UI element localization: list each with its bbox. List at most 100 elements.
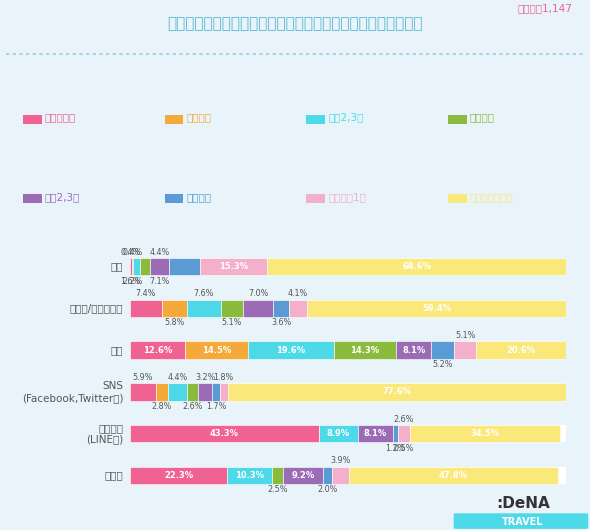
FancyBboxPatch shape (448, 195, 467, 203)
Bar (130, 383, 156, 401)
Text: 2.5%: 2.5% (267, 485, 288, 494)
Text: 0.4%: 0.4% (122, 248, 143, 257)
Text: 9.2%: 9.2% (291, 471, 314, 480)
Text: 2.6%: 2.6% (182, 402, 203, 411)
Text: 電話: 電話 (111, 345, 123, 355)
Bar (130, 341, 185, 359)
Bar (393, 425, 398, 443)
Text: 数か月に1回: 数か月に1回 (328, 192, 366, 202)
Text: 0.4%: 0.4% (120, 248, 141, 257)
Bar (130, 299, 162, 317)
Text: 手紙: 手紙 (111, 262, 123, 271)
FancyBboxPatch shape (165, 195, 183, 203)
Text: 2.2%: 2.2% (122, 277, 143, 286)
Text: 5.9%: 5.9% (132, 373, 153, 382)
Bar (273, 299, 289, 317)
Text: 14.3%: 14.3% (350, 346, 379, 355)
Bar (130, 258, 132, 276)
FancyBboxPatch shape (306, 195, 325, 203)
FancyBboxPatch shape (165, 115, 183, 123)
Bar (212, 383, 219, 401)
Text: 2.8%: 2.8% (152, 402, 172, 411)
Bar (169, 258, 200, 276)
Bar (133, 258, 140, 276)
Bar (188, 299, 221, 317)
Bar (198, 383, 212, 401)
Bar (307, 299, 566, 317)
Bar (130, 341, 566, 359)
Text: 4.4%: 4.4% (167, 373, 188, 382)
Text: 1.6%: 1.6% (120, 277, 141, 286)
Text: 2.6%: 2.6% (394, 414, 414, 423)
Text: 毎日複数回: 毎日複数回 (45, 113, 76, 122)
Text: 7.4%: 7.4% (136, 289, 156, 298)
Text: :DeNA: :DeNA (496, 496, 550, 511)
Text: TRAVEL: TRAVEL (502, 517, 543, 527)
Text: テレビ/ビデオ電話: テレビ/ビデオ電話 (70, 303, 123, 313)
Text: 8.1%: 8.1% (364, 429, 387, 438)
Text: 5.2%: 5.2% (432, 360, 453, 369)
Text: どれくらいの頻度でコミュニケーションを取っていましたか？: どれくらいの頻度でコミュニケーションを取っていましたか？ (167, 16, 423, 31)
Bar (219, 383, 228, 401)
Bar (168, 383, 187, 401)
Bar (185, 341, 248, 359)
FancyBboxPatch shape (23, 115, 42, 123)
Text: 7.1%: 7.1% (149, 277, 170, 286)
Text: SNS
(Facebook,Twitter等): SNS (Facebook,Twitter等) (22, 381, 123, 403)
Bar (130, 258, 566, 276)
Text: 43.3%: 43.3% (210, 429, 239, 438)
Text: 週に１回: 週に１回 (470, 113, 495, 122)
Bar (228, 383, 566, 401)
Text: 15.3%: 15.3% (219, 262, 248, 271)
Text: 4.4%: 4.4% (149, 248, 169, 257)
Bar (187, 383, 198, 401)
Text: 5.1%: 5.1% (455, 331, 476, 340)
Bar (272, 466, 283, 484)
Bar (289, 299, 307, 317)
Bar (398, 425, 409, 443)
Text: 月に１回: 月に１回 (186, 192, 212, 202)
Text: 回答数＝1,147: 回答数＝1,147 (517, 3, 572, 13)
Bar (358, 425, 393, 443)
Text: 3.6%: 3.6% (271, 319, 291, 328)
FancyBboxPatch shape (448, 115, 467, 123)
Text: 月に2,3回: 月に2,3回 (45, 192, 80, 202)
Bar (267, 258, 566, 276)
Bar (140, 258, 150, 276)
Bar (396, 341, 431, 359)
Bar (227, 466, 272, 484)
Text: ほとんどしない: ほとんどしない (470, 192, 513, 202)
Text: 3.9%: 3.9% (330, 456, 350, 465)
Text: 19.6%: 19.6% (276, 346, 306, 355)
Text: 3.2%: 3.2% (195, 373, 215, 382)
Bar (150, 258, 169, 276)
Text: 68.6%: 68.6% (402, 262, 431, 271)
Text: 1.7%: 1.7% (206, 402, 226, 411)
Text: 5.1%: 5.1% (222, 319, 242, 328)
Bar (132, 258, 133, 276)
Text: 7.0%: 7.0% (248, 289, 268, 298)
Text: 2.0%: 2.0% (317, 485, 337, 494)
Text: 22.3%: 22.3% (164, 471, 193, 480)
Text: 0.5%: 0.5% (394, 444, 414, 453)
Bar (477, 341, 566, 359)
Bar (319, 425, 358, 443)
Bar (162, 299, 188, 317)
Text: 14.5%: 14.5% (202, 346, 231, 355)
FancyBboxPatch shape (306, 115, 325, 123)
Text: 8.9%: 8.9% (327, 429, 350, 438)
Bar (130, 425, 319, 443)
Text: 4.1%: 4.1% (288, 289, 308, 298)
Text: 8.1%: 8.1% (402, 346, 425, 355)
Text: 59.4%: 59.4% (422, 304, 451, 313)
Text: メール: メール (104, 471, 123, 480)
Text: 10.3%: 10.3% (235, 471, 264, 480)
Text: 5.8%: 5.8% (165, 319, 185, 328)
Bar (200, 258, 267, 276)
Text: 1.2%: 1.2% (385, 444, 406, 453)
Text: チャット
(LINE等): チャット (LINE等) (86, 423, 123, 445)
Bar (409, 425, 560, 443)
Bar (156, 383, 168, 401)
Bar (323, 466, 332, 484)
Bar (130, 466, 566, 484)
